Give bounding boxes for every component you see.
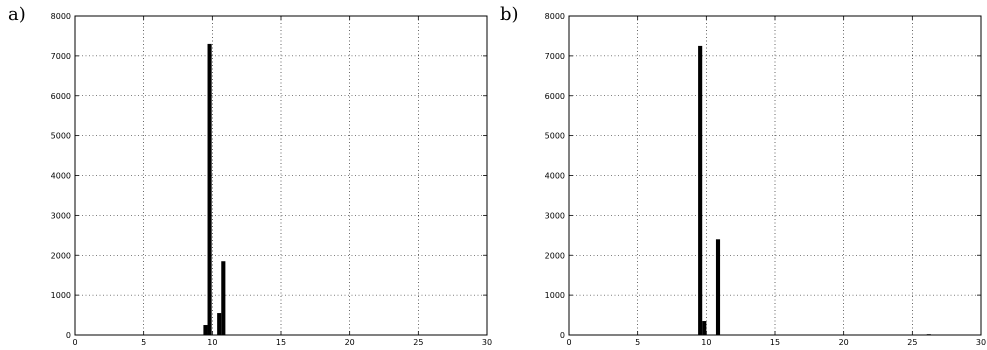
y-tick-label: 7000 (51, 52, 71, 61)
y-tick-label: 5000 (51, 132, 71, 141)
bar-chart-b: 0 5 10 15 20 25 30 0 1000 2000 3000 4000 5000 6000 700… (545, 12, 986, 347)
bar (702, 321, 707, 335)
x-tick-label: 15 (770, 338, 780, 347)
x-tick-label: 5 (635, 338, 640, 347)
bar (203, 325, 208, 335)
x-tick-label: 10 (701, 338, 711, 347)
x-tick-label: 5 (141, 338, 146, 347)
x-tick-label: 20 (345, 338, 355, 347)
y-tick-label: 2000 (51, 251, 71, 260)
x-tick-label: 25 (907, 338, 917, 347)
bar (207, 43, 212, 335)
y-tick-label: 4000 (545, 172, 565, 181)
y-tick-label: 0 (66, 331, 71, 340)
panel-label: a) (8, 4, 26, 25)
y-tick-label: 8000 (545, 12, 565, 21)
panel-label: b) (500, 4, 519, 25)
y-tick-label: 3000 (51, 211, 71, 220)
x-tick-label: 0 (566, 338, 571, 347)
x-tick-label: 15 (276, 338, 286, 347)
y-tick-label: 8000 (51, 12, 71, 21)
chart-panel-a: a) 0 5 10 15 20 25 30 0 1000 2000 3000 4000 5000 6000… (0, 0, 493, 350)
x-tick-label: 30 (482, 338, 492, 347)
bar-chart-a: 0 5 10 15 20 25 30 0 1000 2000 3000 4000 5000 6000 700… (51, 12, 492, 347)
y-tick-label: 6000 (51, 92, 71, 101)
y-tick-label: 5000 (545, 132, 565, 141)
bar (217, 313, 222, 335)
bar (221, 261, 226, 335)
y-tick-label: 4000 (51, 172, 71, 181)
x-tick-label: 10 (207, 338, 217, 347)
x-tick-label: 25 (413, 338, 423, 347)
y-tick-label: 6000 (545, 92, 565, 101)
y-tick-label: 1000 (51, 291, 71, 300)
y-tick-label: 3000 (545, 211, 565, 220)
bar (698, 45, 703, 335)
y-tick-label: 1000 (545, 291, 565, 300)
y-tick-label: 0 (560, 331, 565, 340)
x-tick-label: 30 (976, 338, 986, 347)
x-tick-label: 0 (72, 338, 77, 347)
y-tick-label: 7000 (545, 52, 565, 61)
bar (715, 239, 721, 335)
y-tick-label: 2000 (545, 251, 565, 260)
x-tick-label: 20 (839, 338, 849, 347)
chart-panel-b: b) 0 5 10 15 20 25 30 0 1000 2000 3000 4000 5000 6000… (494, 0, 987, 350)
